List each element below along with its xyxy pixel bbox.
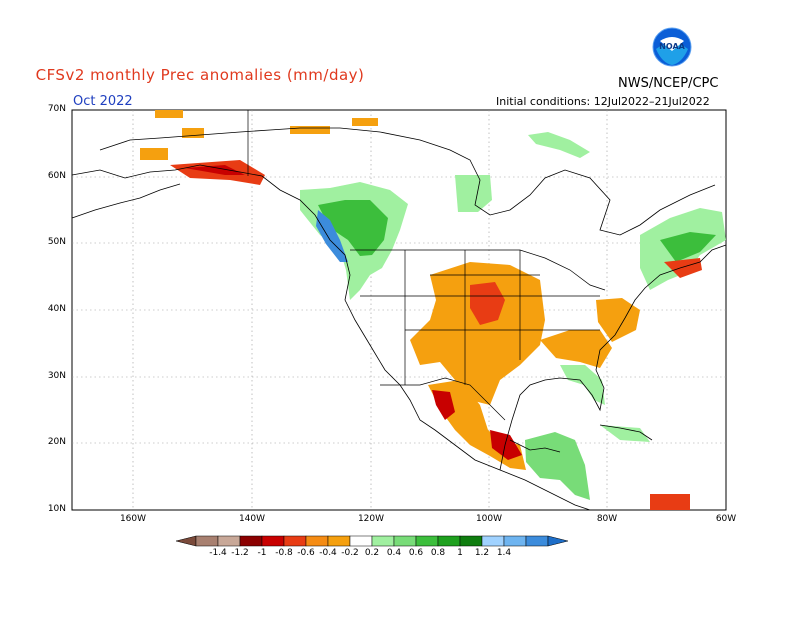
wet-region-coast-blue (316, 210, 348, 262)
lat-label: 40N (47, 304, 66, 314)
colorbar-tick-label: 1.2 (474, 548, 490, 558)
dry-region-arctic-3 (140, 148, 168, 160)
dry-region-newyork (664, 258, 702, 278)
dry-region-alaska-dark (185, 165, 245, 175)
political-borders (247, 110, 606, 421)
noaa-logo: NOAA (652, 27, 692, 67)
dry-region-arctic-1 (155, 110, 183, 118)
dry-region-plains (410, 262, 545, 405)
chart-title: CFSv2 monthly Prec anomalies (mm/day) (35, 66, 365, 84)
dry-region-south-america (650, 494, 690, 510)
wet-region-northeast-core (660, 232, 716, 262)
lon-label: 120W (357, 514, 385, 524)
agency-label: NWS/NCEP/CPC (618, 76, 719, 91)
initial-conditions: Initial conditions: 12Jul2022–21Jul2022 (496, 95, 710, 108)
wet-region-hudson (455, 175, 492, 212)
anomaly-shading (140, 110, 726, 510)
wet-region-florida (560, 365, 605, 405)
colorbar-tick-label: -1.2 (231, 548, 249, 558)
lon-label: 100W (475, 514, 503, 524)
colorbar-tick-label: -0.2 (341, 548, 359, 558)
colorbar-tick-label: -0.8 (275, 548, 293, 558)
lat-label: 60N (47, 171, 66, 181)
colorbar-tick-label: -0.4 (319, 548, 337, 558)
lon-label: 60W (715, 514, 737, 524)
dry-region-mexico-gulf (490, 430, 522, 460)
dry-region-arctic-5 (352, 118, 378, 126)
svg-text:NOAA: NOAA (659, 42, 685, 51)
dry-region-arctic-2 (182, 128, 204, 138)
colorbar-tick-label: 1.4 (496, 548, 512, 558)
lon-label: 140W (238, 514, 266, 524)
colorbar-tick-label: 0.2 (364, 548, 380, 558)
dry-region-arctic-4 (290, 126, 330, 134)
colorbar-tick-label: -0.6 (297, 548, 315, 558)
wet-region-baffin (528, 132, 590, 158)
colorbar-tick-label: 0.4 (386, 548, 402, 558)
wet-region-northwest-core (318, 200, 388, 256)
lat-label: 20N (47, 437, 66, 447)
dry-region-mexico-core (432, 390, 455, 420)
lon-label: 160W (119, 514, 147, 524)
colorbar-tick-label: -1 (257, 548, 267, 558)
lat-label: 10N (47, 504, 66, 514)
colorbar-tick-label: 1 (457, 548, 463, 558)
forecast-month: Oct 2022 (73, 94, 133, 109)
lat-label: 30N (47, 371, 66, 381)
colorbar-tick-label: 0.8 (430, 548, 446, 558)
colorbar-tick-label: 0.6 (408, 548, 424, 558)
wet-region-caribbean (600, 425, 650, 442)
coastlines (71, 127, 727, 511)
dry-region-midatlantic (596, 298, 640, 342)
lat-label: 70N (47, 104, 66, 114)
colorbar-tick-label: -1.4 (209, 548, 227, 558)
lat-label: 50N (47, 237, 66, 247)
dry-region-southeast (540, 330, 612, 368)
wet-region-central-america (525, 432, 590, 500)
dry-region-plains-core (470, 282, 505, 325)
lon-label: 80W (596, 514, 618, 524)
